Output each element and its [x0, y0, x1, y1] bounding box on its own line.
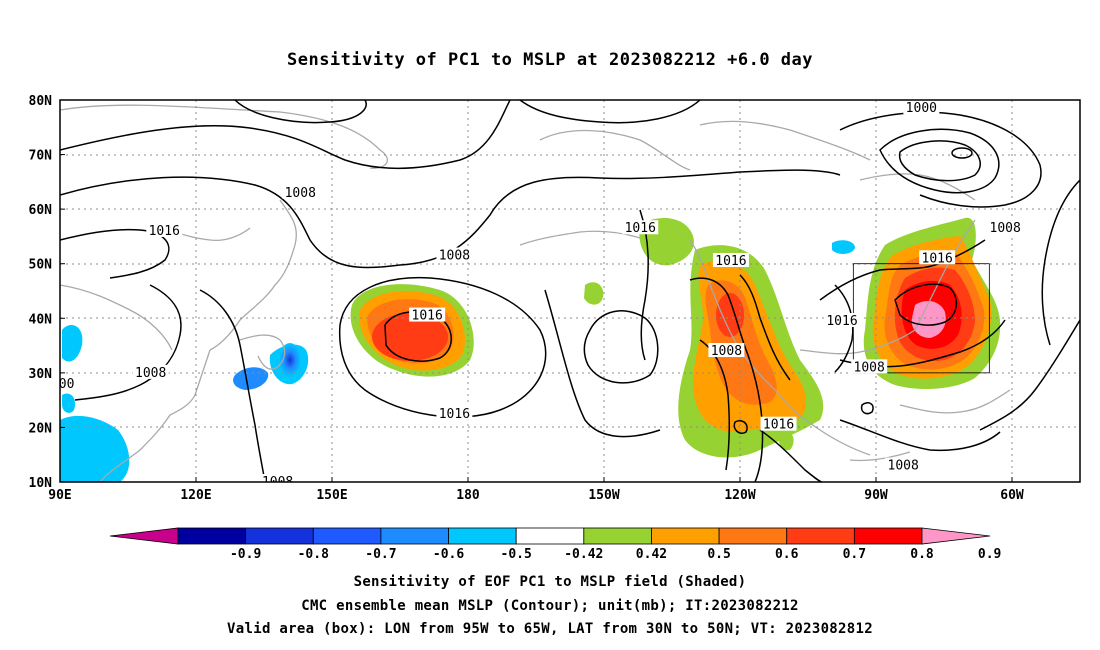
- colorbar-segment: [786, 527, 855, 545]
- contour-label-bg: [919, 250, 956, 265]
- contour-label: 1016: [715, 254, 746, 269]
- map-title: Sensitivity of PC1 to MSLP at 2023082212…: [286, 50, 813, 70]
- sensitivity-shading: [60, 217, 1001, 482]
- lon-tick-label: 120E: [180, 488, 211, 503]
- lat-tick-label: 10N: [29, 476, 53, 491]
- colorbar-tick-label: -0.42: [564, 547, 603, 562]
- contour-label-bg: [282, 184, 319, 199]
- colorbar-segment: [312, 527, 382, 545]
- colorbar: -0.9 -0.8 -0.7 -0.6 -0.5 -0.42 0.42 0.5 0.6 0.7 0.…: [109, 527, 1001, 562]
- lon-tick-label: 180: [456, 488, 480, 503]
- contour-label-bg: [851, 359, 888, 374]
- lon-tick-label: 90E: [48, 488, 71, 503]
- colorbar-segment: [583, 527, 652, 545]
- plot-frame: [59, 99, 1081, 483]
- contour-label-bg: [824, 313, 860, 328]
- colorbar-segment: [515, 527, 585, 545]
- contour-label-bg: [622, 220, 659, 235]
- coastlines: [60, 104, 1011, 482]
- contour-label: 1016: [826, 314, 857, 329]
- contour-label-bg: [146, 222, 183, 237]
- lon-tick-label: 120W: [724, 488, 755, 503]
- lon-tick-label: 60W: [1000, 488, 1024, 503]
- lat-tick-label: 70N: [29, 149, 53, 164]
- colorbar-tick-label: 0.6: [775, 547, 799, 562]
- lat-tick-label: 50N: [29, 258, 53, 273]
- contour-label: 1008: [285, 186, 316, 201]
- colorbar-segment: [718, 527, 788, 545]
- contour-label: 1008: [990, 221, 1021, 236]
- contour-label-bg: [60, 375, 77, 390]
- contour-label-bg: [259, 474, 296, 482]
- colorbar-segment: [651, 527, 720, 545]
- lon-tick-label: 150W: [588, 488, 619, 503]
- contour-label: 1016: [149, 224, 180, 239]
- contour-label-bg: [409, 307, 446, 322]
- footer-line-valid-area: Valid area (box): LON from 95W to 65W, L…: [227, 621, 873, 637]
- colorbar-segment: [177, 527, 247, 545]
- contour-label: 1008: [854, 360, 885, 375]
- colorbar-tick-label: 0.7: [843, 547, 866, 562]
- colorbar-tick-label: -0.5: [501, 547, 532, 562]
- contour-label-bg: [987, 220, 1024, 235]
- colorbar-tick-label: -0.8: [298, 547, 329, 562]
- contour-label-bg: [436, 405, 473, 420]
- colorbar-segment: [245, 527, 314, 545]
- lon-tick-label: 150E: [316, 488, 347, 503]
- lat-tick-label: 30N: [29, 367, 53, 382]
- lon-tick-label: 90W: [864, 488, 888, 503]
- colorbar-tick-label: 0.9: [978, 547, 1001, 562]
- contour-label-bg: [760, 416, 797, 431]
- colorbar-min-arrow: [109, 527, 179, 545]
- contour-label: 1008: [439, 249, 470, 264]
- contour-label-bg: [708, 343, 745, 358]
- footer-line-shading: Sensitivity of EOF PC1 to MSLP field (Sh…: [353, 574, 747, 590]
- lat-tick-label: 40N: [29, 312, 53, 327]
- colorbar-max-arrow: [921, 527, 991, 545]
- contour-label: 1016: [922, 251, 953, 266]
- contour-label-bg: [885, 457, 922, 472]
- contour-label-bg: [436, 247, 473, 262]
- contour-label: 1016: [412, 309, 443, 324]
- colorbar-tick-label: 0.8: [910, 547, 934, 562]
- colorbar-tick-label: 0.42: [636, 547, 667, 562]
- colorbar-tick-label: -0.6: [433, 547, 464, 562]
- contour-label: 1016: [625, 221, 656, 236]
- contour-label: 1008: [262, 475, 293, 490]
- footer-line-contour: CMC ensemble mean MSLP (Contour); unit(m…: [301, 598, 799, 614]
- contour-label-bg: [132, 364, 169, 379]
- colorbar-segment: [448, 527, 517, 545]
- latitude-axis: 80N 70N 60N 50N 40N 30N 20N 10N: [29, 94, 65, 491]
- lat-tick-label: 60N: [29, 203, 53, 218]
- longitude-axis: 90E 120E 150E 180 150W 120W 90W 60W: [48, 477, 1024, 503]
- lat-tick-label: 80N: [29, 94, 53, 109]
- colorbar-tick-label: -0.9: [230, 547, 261, 562]
- lat-tick-label: 20N: [29, 421, 53, 436]
- colorbar-tick-label: -0.7: [365, 547, 396, 562]
- contour-label: 1008: [711, 344, 742, 359]
- contour-label-bg: [903, 100, 940, 115]
- contour-label: 1016: [439, 407, 470, 422]
- contour-label: 1008: [888, 459, 919, 474]
- contour-label: 1000: [906, 101, 937, 116]
- contour-label: 000: [51, 377, 74, 392]
- contour-labels: 1008 1016 1008 000 1008 1008 1016 1016 1016 1016 1…: [51, 100, 1024, 490]
- colorbar-segment: [380, 527, 449, 545]
- contour-label: 1008: [135, 366, 166, 381]
- contour-label-bg: [712, 252, 749, 267]
- contour-label: 1016: [763, 418, 794, 433]
- colorbar-segment: [853, 527, 923, 545]
- colorbar-tick-label: 0.5: [707, 547, 730, 562]
